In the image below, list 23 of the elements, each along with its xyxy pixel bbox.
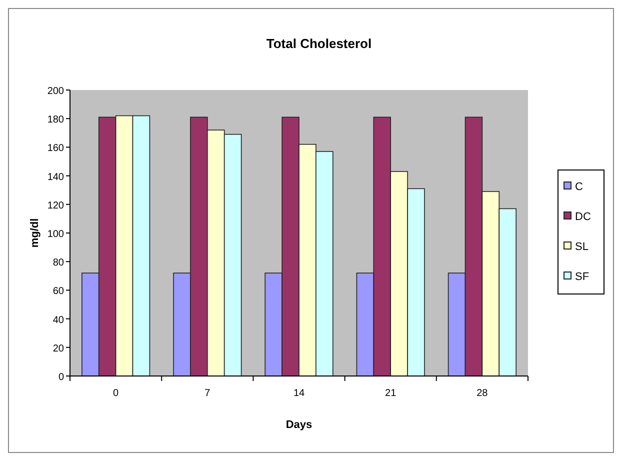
- y-tick-label: 160: [47, 143, 64, 154]
- legend-label: SL: [575, 241, 588, 253]
- y-tick-label: 40: [52, 314, 64, 326]
- x-tick-label: 14: [293, 388, 305, 399]
- y-tick-label: 120: [47, 200, 64, 212]
- x-tick-label: 21: [385, 388, 397, 399]
- y-tick-label: 80: [52, 258, 64, 269]
- x-tick-label: 28: [476, 388, 488, 399]
- x-axis-title: Days: [286, 419, 312, 431]
- y-tick-label: 60: [52, 286, 64, 298]
- y-tick-label: 140: [47, 172, 64, 183]
- chart-title: Total Cholesterol: [266, 36, 372, 51]
- y-tick-label: 180: [47, 114, 64, 126]
- y-tick-label: 100: [47, 229, 64, 240]
- y-tick-label: 20: [52, 343, 64, 354]
- y-axis-title: mg/dl: [29, 218, 41, 248]
- x-tick-label: 0: [113, 388, 120, 399]
- legend-label: DC: [575, 211, 591, 223]
- y-tick-label: 0: [58, 372, 64, 383]
- legend-label: SF: [575, 271, 590, 283]
- legend-label: C: [575, 181, 583, 193]
- x-tick-label: 7: [204, 388, 211, 399]
- y-tick-label: 200: [47, 86, 64, 97]
